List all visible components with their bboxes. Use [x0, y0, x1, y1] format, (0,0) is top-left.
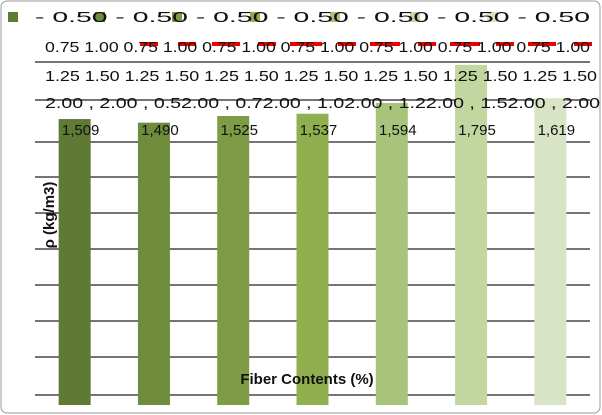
bar [137, 122, 170, 406]
legend-swatch [410, 12, 420, 22]
bars [58, 64, 567, 406]
data-label: 1,509 [62, 122, 100, 139]
bar [217, 116, 250, 405]
bar [375, 102, 408, 405]
legend-swatch [8, 12, 18, 22]
legend-line: - 0.50 - 0.50 - 0.50 - 0.50 - 0.50 - 0.5… [35, 9, 590, 26]
data-label: 1,525 [220, 122, 258, 139]
legend-swatch [330, 12, 340, 22]
legend-swatch [95, 12, 105, 22]
legend-swatch [172, 12, 182, 22]
x-axis-label: Fiber Contents (%) [240, 371, 373, 388]
data-label: 1,594 [379, 122, 417, 139]
legend-line: 2.00 , 2.00 , 0.52.00 , 0.72.00 , 1.02.0… [45, 95, 600, 112]
bar [296, 113, 329, 406]
legend: - 0.50 - 0.50 - 0.50 - 0.50 - 0.50 - 0.5… [8, 9, 600, 112]
bar [58, 119, 91, 406]
y-axis-label: ρ (kg/m3) [41, 182, 58, 249]
legend-line: 1.25 1.50 1.25 1.50 1.25 1.50 1.25 1.50 … [45, 68, 597, 85]
data-label: 1,619 [538, 122, 576, 139]
bar [455, 64, 488, 405]
legend-swatch [487, 12, 497, 22]
legend-line: 0.75 1.00 0.75 1.00 0.75 1.00 0.75 1.00 … [45, 39, 590, 56]
data-label: 1,795 [458, 122, 496, 139]
data-label: 1,490 [141, 122, 179, 139]
bar [534, 98, 567, 406]
legend-swatch [250, 12, 260, 22]
data-label: 1,537 [300, 122, 338, 139]
